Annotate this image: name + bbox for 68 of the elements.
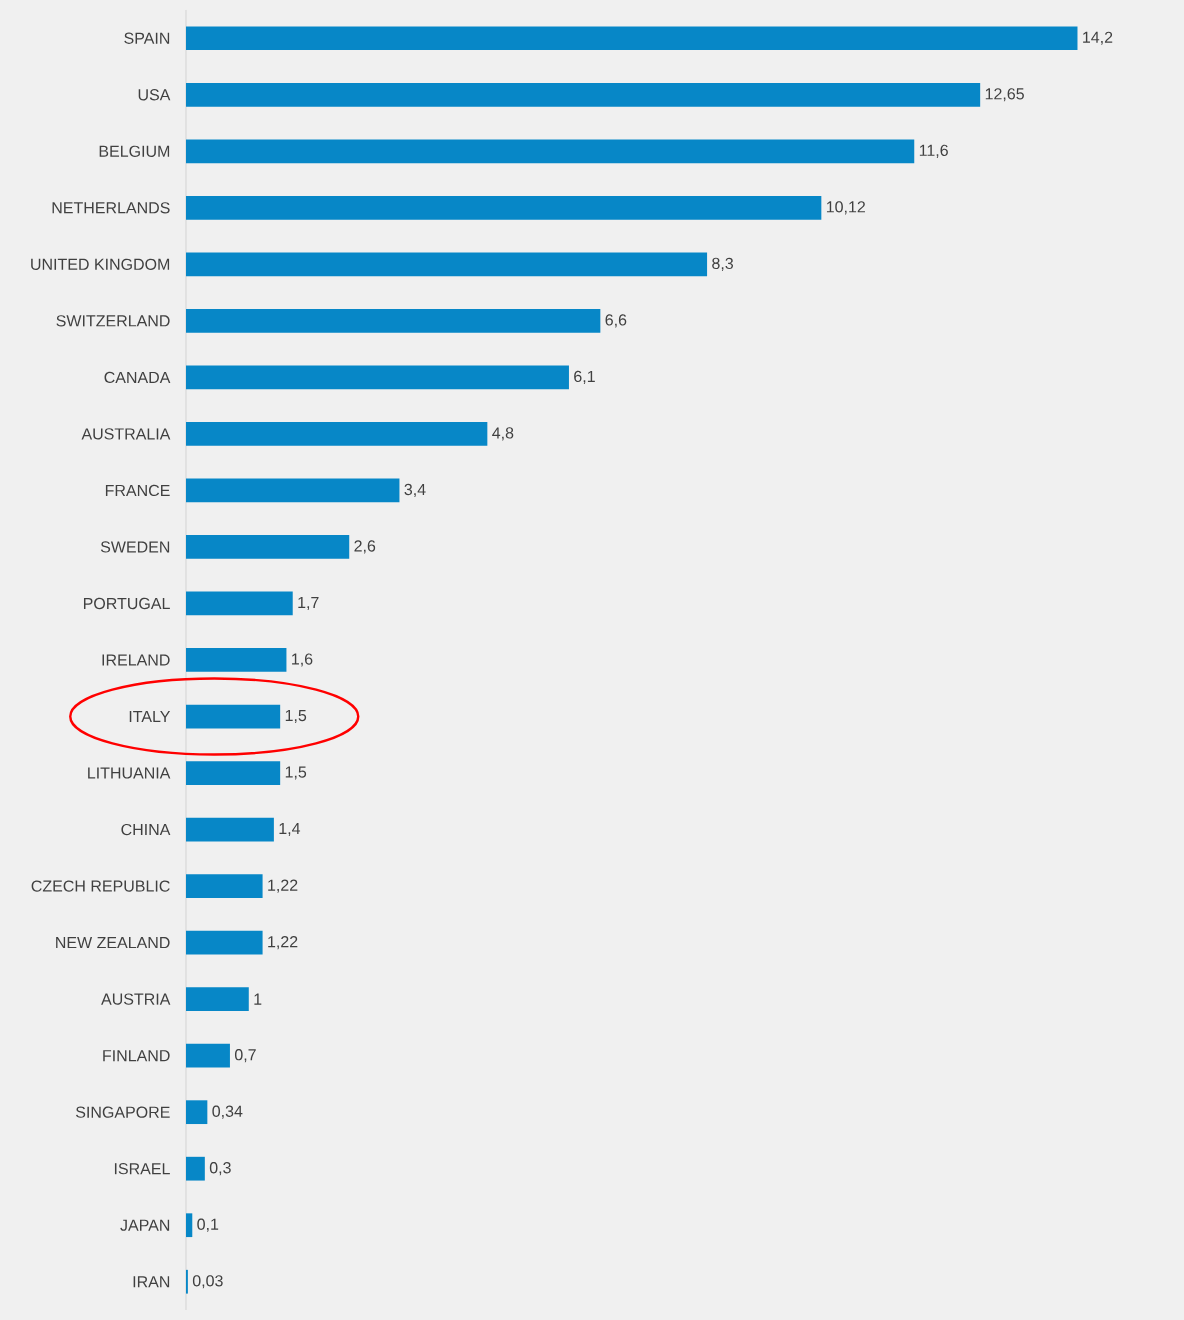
y-tick-label: NEW ZEALAND xyxy=(56,937,170,949)
data-label: 1,22 xyxy=(268,879,298,893)
y-tick-label: BELGIUM xyxy=(99,145,170,157)
y-tick-label: AUSTRIA xyxy=(101,993,171,1005)
y-tick-label: PORTUGAL xyxy=(83,597,170,610)
y-tick-label: SPAIN xyxy=(124,32,170,44)
bar xyxy=(186,1100,208,1125)
bar xyxy=(186,874,263,898)
bar xyxy=(186,817,274,842)
data-label: 0,3 xyxy=(209,1162,231,1176)
bar xyxy=(186,478,400,503)
bar xyxy=(186,139,915,164)
data-label: 4,8 xyxy=(492,427,514,441)
data-label: 11,6 xyxy=(919,144,948,158)
data-label: 1,7 xyxy=(298,596,319,610)
data-label: 10,12 xyxy=(826,201,865,215)
data-label: 1 xyxy=(254,993,262,1005)
y-tick-label: ITALY xyxy=(129,711,171,723)
data-label: 1,5 xyxy=(285,709,307,724)
bar xyxy=(186,930,263,955)
y-tick-label: FRANCE xyxy=(105,484,170,497)
bar xyxy=(186,591,293,616)
y-tick-label: NETHERLANDS xyxy=(52,202,170,214)
data-label: 8,3 xyxy=(712,257,734,271)
bar xyxy=(186,308,601,333)
y-tick-label: IRELAND xyxy=(102,654,170,666)
y-tick-label: USA xyxy=(138,89,171,101)
y-tick-label: SWITZERLAND xyxy=(56,315,170,327)
bar xyxy=(186,82,981,107)
bar xyxy=(186,1156,205,1181)
data-label: 6,1 xyxy=(574,370,595,384)
data-label: 3,4 xyxy=(404,483,426,498)
y-tick-label: SINGAPORE xyxy=(75,1106,170,1118)
y-tick-label: JAPAN xyxy=(120,1219,170,1231)
y-tick-label: AUSTRALIA xyxy=(81,428,171,440)
data-label: 0,34 xyxy=(212,1105,243,1119)
y-tick-label: CANADA xyxy=(104,371,171,384)
bar xyxy=(186,365,569,390)
data-label: 6,6 xyxy=(605,314,627,328)
data-label: 12,65 xyxy=(985,88,1024,102)
bar xyxy=(186,422,488,446)
y-tick-label: SWEDEN xyxy=(100,541,170,553)
bar xyxy=(186,1213,193,1238)
data-label: 2,6 xyxy=(354,540,376,554)
data-label: 1,4 xyxy=(279,823,301,837)
data-label: 1,22 xyxy=(268,936,298,950)
bar xyxy=(186,704,281,729)
data-label: 1,5 xyxy=(285,766,307,780)
bar xyxy=(186,1043,230,1068)
bar xyxy=(186,761,281,785)
bar xyxy=(186,648,287,672)
data-label: 0,7 xyxy=(234,1049,256,1063)
y-tick-label: LITHUANIA xyxy=(88,767,171,779)
y-tick-label: CHINA xyxy=(121,823,171,836)
y-tick-label: IRAN xyxy=(133,1276,170,1288)
data-label: 0,03 xyxy=(192,1275,223,1289)
y-tick-label: FINLAND xyxy=(103,1050,170,1062)
bar xyxy=(186,987,249,1011)
y-tick-label: CZECH REPUBLIC xyxy=(31,880,170,892)
y-tick-label: ISRAEL xyxy=(114,1163,170,1175)
data-label: 14,2 xyxy=(1083,31,1113,45)
bar xyxy=(186,26,1078,51)
data-label: 0,1 xyxy=(197,1218,219,1232)
bar xyxy=(186,195,822,220)
y-tick-label: UNITED KINGDOM xyxy=(31,258,170,270)
data-label: 1,6 xyxy=(292,653,313,667)
bar xyxy=(186,535,350,559)
bar xyxy=(186,252,708,277)
